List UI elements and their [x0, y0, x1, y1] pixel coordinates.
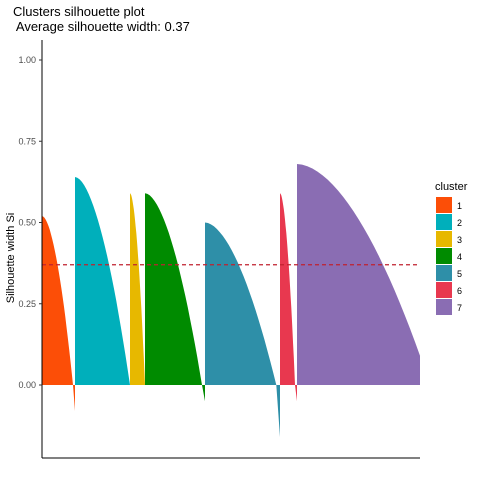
chart-title: Clusters silhouette plot	[13, 4, 145, 19]
legend-label-5: 5	[457, 269, 462, 279]
y-axis-ticks: 0.00 0.25 0.50 0.75 1.00	[18, 55, 42, 390]
cluster-1-silhouette	[42, 216, 75, 411]
legend-label-1: 1	[457, 201, 462, 211]
cluster-3-silhouette	[130, 193, 145, 385]
legend-swatch-3	[436, 231, 452, 247]
legend-label-2: 2	[457, 218, 462, 228]
cluster-6-silhouette	[280, 193, 297, 402]
legend-swatch-1	[436, 197, 452, 213]
legend-swatch-6	[436, 282, 452, 298]
cluster-5-silhouette	[205, 222, 280, 437]
y-tick-label: 0.50	[18, 218, 36, 228]
y-tick-label: 1.00	[18, 55, 36, 65]
legend-title: cluster	[435, 181, 468, 193]
legend-swatch-4	[436, 248, 452, 264]
cluster-2-silhouette	[75, 177, 130, 385]
legend-label-4: 4	[457, 252, 462, 262]
cluster-7-silhouette	[297, 164, 420, 385]
y-tick-label: 0.75	[18, 136, 36, 146]
legend-swatch-2	[436, 214, 452, 230]
y-axis-title: Silhouette width Si	[5, 213, 17, 304]
legend-label-6: 6	[457, 286, 462, 296]
chart-subtitle: Average silhouette width: 0.37	[13, 19, 190, 34]
legend-label-3: 3	[457, 235, 462, 245]
y-tick-label: 0.00	[18, 380, 36, 390]
legend-label-7: 7	[457, 303, 462, 313]
legend: cluster 1 2 3 4 5 6 7	[435, 181, 468, 315]
plot-area	[42, 164, 420, 437]
y-tick-label: 0.25	[18, 299, 36, 309]
legend-swatch-5	[436, 265, 452, 281]
legend-swatch-7	[436, 299, 452, 315]
cluster-4-silhouette	[145, 193, 205, 402]
